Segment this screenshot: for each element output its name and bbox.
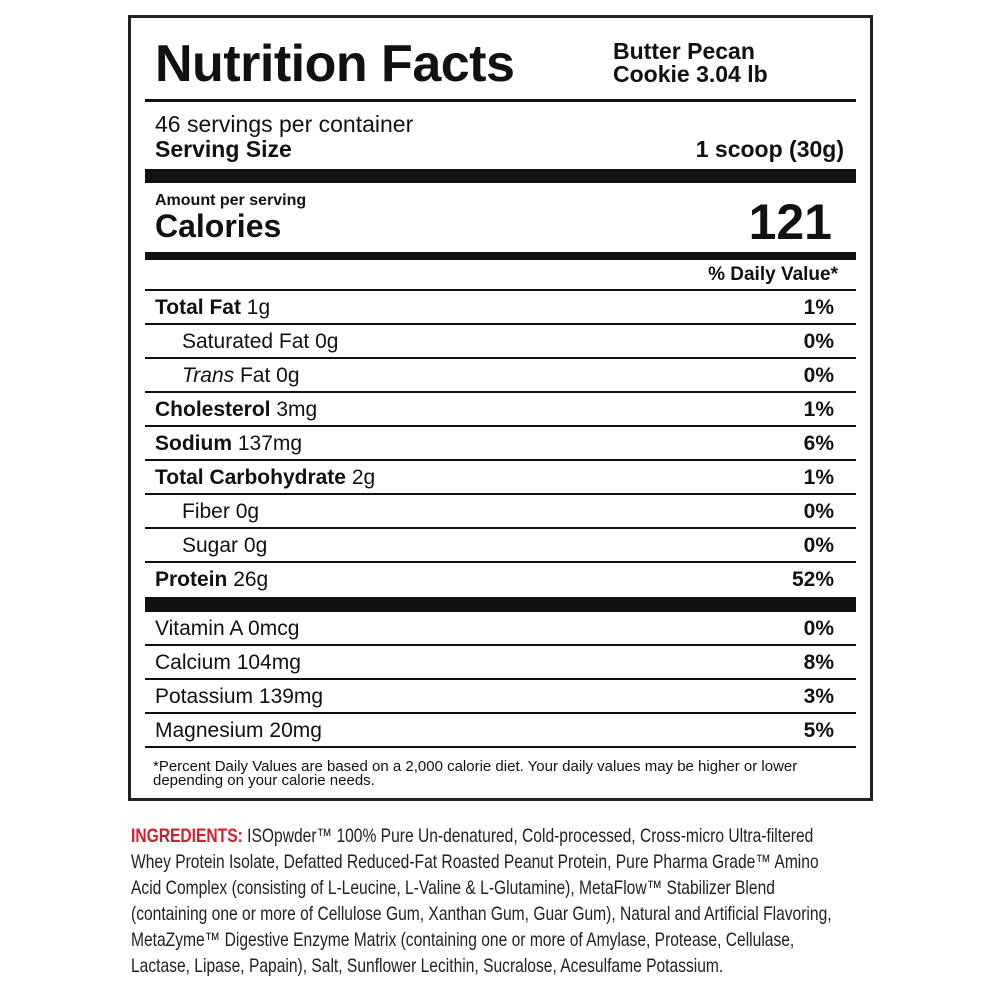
nutrient-name: Saturated Fat	[182, 330, 310, 353]
nutrient-amount: 2g	[351, 466, 376, 489]
nutrient-amount: 3mg	[276, 398, 318, 421]
nutrient-row-trans-fat: Trans Fat 0g 0%	[145, 359, 856, 393]
medium-divider	[145, 252, 856, 260]
nutrient-name: Fat	[239, 364, 271, 387]
nutrient-dv: 0%	[803, 617, 834, 640]
product-line-1: Butter Pecan	[613, 38, 755, 64]
nutrient-name: Vitamin A	[155, 617, 243, 640]
nutrient-dv: 0%	[803, 500, 834, 523]
nutrient-amount: 26g	[233, 568, 269, 591]
nutrient-amount: 137mg	[237, 432, 303, 455]
nutrient-amount: 1g	[246, 296, 271, 319]
servings-per-container: 46 servings per container	[155, 111, 414, 137]
nutrient-row-saturated-fat: Saturated Fat 0g 0%	[145, 325, 856, 359]
nutrient-name: Calcium	[155, 651, 231, 674]
nutrient-dv: 0%	[803, 534, 834, 557]
ingredients-label: INGREDIENTS:	[131, 825, 243, 847]
nutrient-dv: 1%	[803, 466, 834, 489]
nutrient-name: Magnesium	[155, 719, 264, 742]
nutrient-dv: 3%	[803, 685, 834, 708]
calories-label: Calories	[155, 208, 282, 244]
nutrient-dv: 8%	[803, 651, 834, 674]
nutrient-prefix: Trans	[182, 364, 235, 387]
nutrient-dv: 5%	[803, 719, 834, 742]
nutrient-row-cholesterol: Cholesterol 3mg 1%	[145, 393, 856, 427]
nutrient-dv: 1%	[803, 296, 834, 319]
nutrient-row-total-carbohydrate: Total Carbohydrate 2g 1%	[145, 461, 856, 495]
nutrition-facts-panel: Nutrition Facts Butter Pecan Cookie 3.04…	[128, 15, 873, 801]
nutrient-row-sugar: Sugar 0g 0%	[145, 529, 856, 563]
product-line-2: Cookie 3.04 lb	[613, 61, 768, 87]
ingredients-block: INGREDIENTS: ISOpwder™ 100% Pure Un-dena…	[131, 823, 835, 979]
thick-divider	[145, 597, 856, 612]
nutrient-amount: 20mg	[269, 719, 322, 742]
nutrient-amount: 0g	[243, 534, 268, 557]
calories-value: 121	[748, 194, 832, 250]
micronutrient-row-magnesium: Magnesium 20mg 5%	[145, 714, 856, 748]
nutrient-name: Total Fat	[155, 296, 241, 319]
nutrient-row-sodium: Sodium 137mg 6%	[145, 427, 856, 461]
nutrient-row-total-fat: Total Fat 1g 1%	[145, 291, 856, 325]
thick-divider	[145, 169, 856, 183]
nutrient-row-protein: Protein 26g 52%	[145, 563, 856, 597]
nutrient-name: Fiber	[182, 500, 230, 523]
daily-value-header: % Daily Value*	[145, 260, 856, 291]
nutrient-name: Potassium	[155, 685, 254, 708]
ingredients-text: ISOpwder™ 100% Pure Un-denatured, Cold-p…	[131, 825, 832, 977]
nutrient-dv: 6%	[803, 432, 834, 455]
nutrient-row-fiber: Fiber 0g 0%	[145, 495, 856, 529]
nutrient-amount: 0g	[276, 364, 300, 387]
nutrient-dv: 1%	[803, 398, 834, 421]
micronutrient-row-calcium: Calcium 104mg 8%	[145, 646, 856, 680]
calories-section: Amount per serving Calories 121	[145, 183, 856, 252]
panel-title: Nutrition Facts	[155, 35, 515, 93]
nutrient-name: Sodium	[155, 432, 232, 455]
nutrient-name: Cholesterol	[155, 398, 271, 421]
nutrient-dv: 0%	[803, 364, 834, 387]
nutrient-name: Sugar	[182, 534, 239, 557]
nutrient-amount: 139mg	[258, 685, 324, 708]
serving-size-label: Serving Size	[155, 136, 292, 162]
title-row: Nutrition Facts Butter Pecan Cookie 3.04…	[145, 18, 856, 102]
nutrient-amount: 0g	[315, 330, 339, 353]
product-name: Butter Pecan Cookie 3.04 lb	[613, 40, 768, 86]
footnote: *Percent Daily Values are based on a 2,0…	[153, 758, 798, 789]
serving-size-value: 1 scoop (30g)	[695, 136, 844, 162]
micronutrient-row-vitamin-a: Vitamin A 0mcg 0%	[145, 612, 856, 646]
nutrient-amount: 104mg	[236, 651, 301, 674]
nutrient-dv: 0%	[803, 330, 834, 353]
nutrient-name: Protein	[155, 568, 228, 591]
servings-section: 46 servings per container Serving Size 1…	[145, 102, 856, 169]
micronutrient-row-potassium: Potassium 139mg 3%	[145, 680, 856, 714]
nutrient-name: Total Carbohydrate	[155, 466, 346, 489]
nutrient-amount: 0g	[235, 500, 260, 523]
nutrient-amount: 0mcg	[248, 617, 300, 640]
amount-per-serving: Amount per serving	[155, 192, 307, 209]
nutrient-dv: 52%	[791, 568, 834, 591]
